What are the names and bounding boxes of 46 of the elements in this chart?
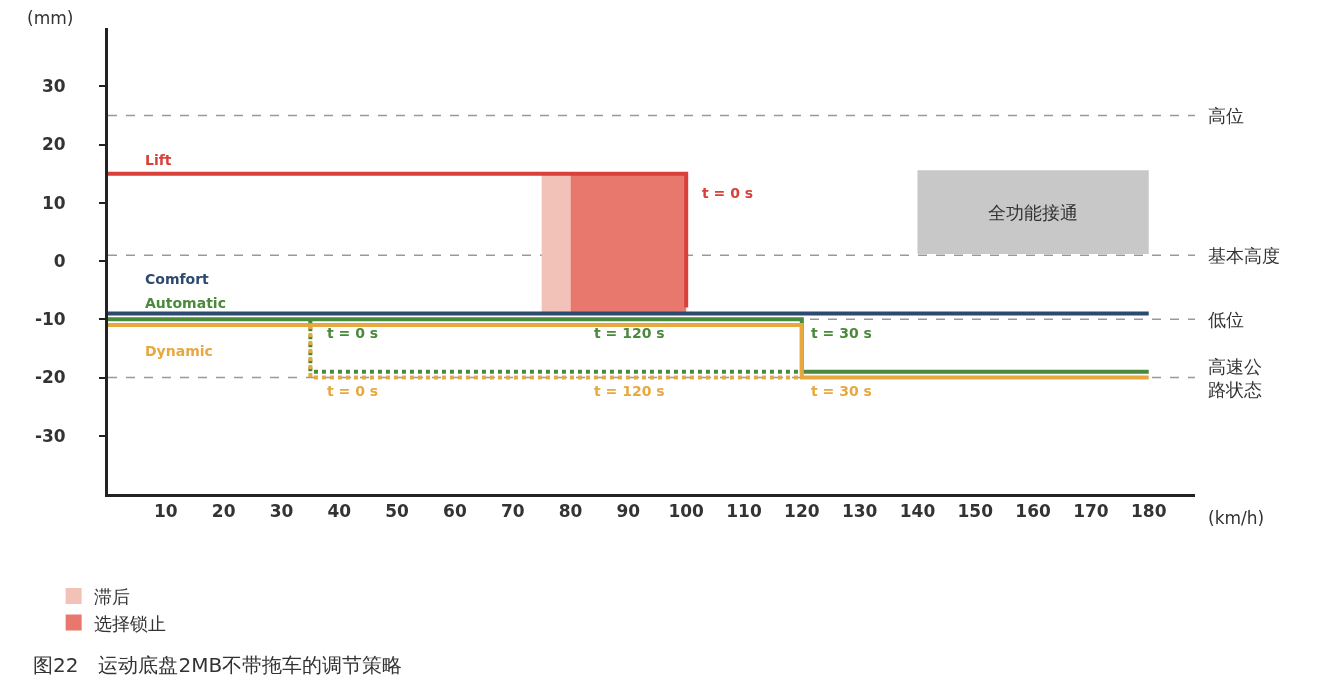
x-axis-title: (km/h) [1208,508,1265,528]
x-tick-label: 60 [443,501,467,522]
series-label: Lift [145,152,172,168]
x-tick-label: 10 [153,501,178,522]
x-tick-label: 30 [269,501,294,522]
series-label: Dynamic [145,343,213,359]
y-tick-label: -20 [34,367,66,388]
series-label: Comfort [145,271,210,287]
text: 图22 运动底盘2MB不带拖车的调节策略 [33,652,403,677]
y-tick-label: 0 [53,250,66,271]
x-tick-label: 120 [784,501,820,522]
x-tick-label: 20 [211,501,236,522]
annotation: t = 120 s [594,325,665,341]
band-label: 全功能接通 [988,202,1078,223]
x-tick-label: 170 [1073,501,1109,522]
ref-line-label: 高速公路状态 [1208,356,1262,401]
annotation: t = 0 s [702,185,754,201]
legend-label: 滞后 [93,586,130,608]
annotation: t = 30 s [811,383,872,399]
annotation: t = 0 s [327,383,379,399]
x-tick-label: 140 [899,501,936,522]
y-tick-label: -10 [34,309,66,330]
y-axis-title: (mm) [27,8,74,28]
x-tick-label: 80 [558,501,583,522]
x-tick-label: 100 [668,501,705,522]
x-tick-label: 180 [1130,501,1167,522]
x-tick-label: 90 [616,501,641,522]
ref-line-label: 基本高度 [1208,245,1280,266]
x-tick-label: 160 [1015,501,1052,522]
x-tick-label: 40 [327,501,352,522]
y-tick-label: 20 [41,134,66,155]
x-tick-label: 70 [500,501,525,522]
x-tick-label: 50 [385,501,410,522]
y-tick-label: 10 [41,192,66,213]
x-tick-label: 150 [957,501,994,522]
annotation: t = 30 s [811,325,872,341]
y-tick-label: -30 [34,425,66,446]
ref-line-label: 低位 [1208,309,1244,330]
ref-line-label: 高位 [1208,105,1244,126]
legend-label: 选择锁止 [93,612,166,634]
y-tick-label: 30 [41,76,66,97]
annotation: t = 0 s [327,325,379,341]
series-label: Automatic [145,295,226,311]
x-tick-label: 130 [841,501,878,522]
annotation: t = 120 s [594,383,665,399]
x-tick-label: 110 [726,501,762,522]
